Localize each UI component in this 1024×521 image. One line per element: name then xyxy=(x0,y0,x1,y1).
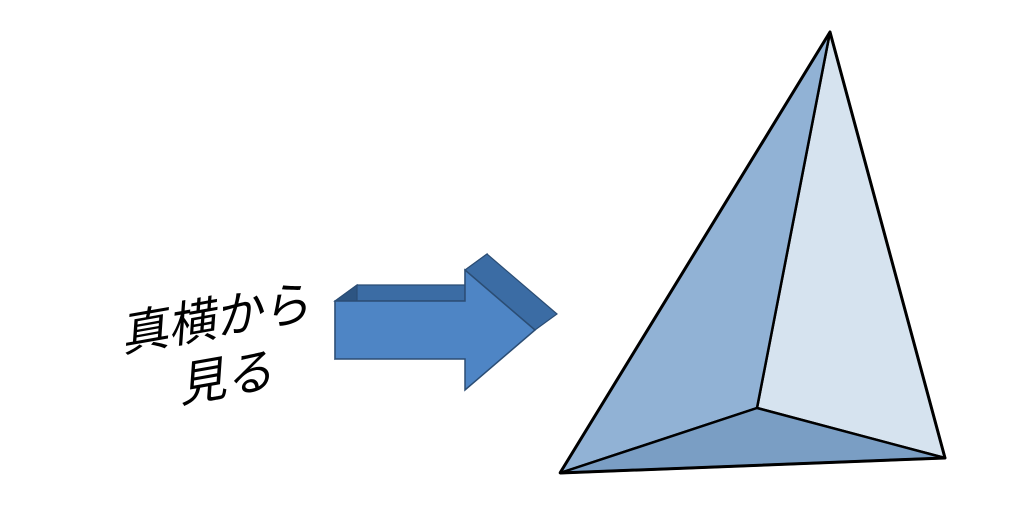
diagram-canvas: 真横から 見る xyxy=(0,0,1024,521)
arrow-3d xyxy=(335,254,557,390)
arrow-top-shaft xyxy=(335,285,487,301)
caption-line2: 見る xyxy=(173,345,277,414)
shapes-layer xyxy=(0,0,1024,521)
pyramid xyxy=(560,32,945,473)
